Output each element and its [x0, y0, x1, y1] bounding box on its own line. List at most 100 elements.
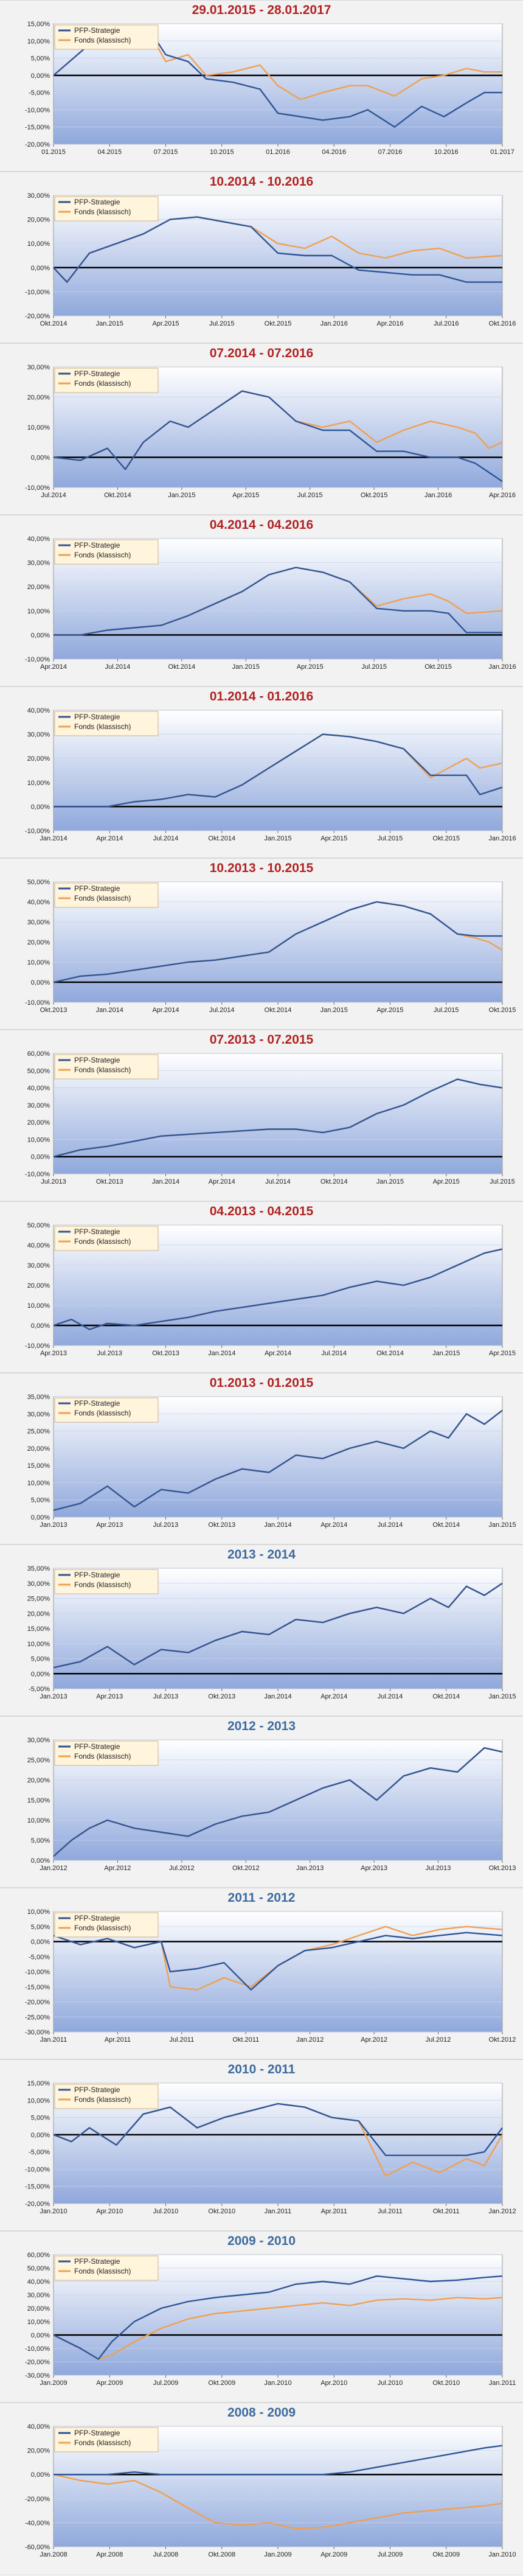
x-tick-label: Okt.2015 — [424, 663, 452, 671]
x-tick-label: Apr.2013 — [96, 1521, 123, 1529]
legend-box — [54, 2255, 159, 2281]
x-tick-label: Jan.2016 — [424, 492, 452, 499]
x-tick-label: Jul.2015 — [361, 663, 387, 671]
line-chart: 10,00% 5,00% 0,00% -5,00% -10,00% -15,00% -20,… — [25, 1909, 516, 2044]
legend-label: PFP-Strategie — [74, 2429, 120, 2437]
x-tick-label: Okt.2016 — [489, 320, 516, 327]
x-tick-label: Jan.2015 — [232, 663, 260, 671]
x-tick-label: Jan.2015 — [488, 1693, 516, 1700]
y-tick-label: -10,00% — [25, 288, 50, 296]
y-tick-label: 10,00% — [27, 2319, 50, 2326]
x-tick-label: Jul.2008 — [153, 2551, 179, 2558]
legend-label: PFP-Strategie — [74, 1914, 120, 1922]
legend-label: Fonds (klassisch) — [74, 1237, 131, 1246]
y-tick-label: 50,00% — [27, 1067, 50, 1075]
y-tick-label: -20,00% — [25, 2201, 50, 2208]
y-tick-label: 0,00% — [31, 1939, 50, 1946]
legend-label: Fonds (klassisch) — [74, 2267, 131, 2275]
chart-panel: 10.2014 - 10.2016 30,00% 20,00% 10,00% 0,00%… — [0, 172, 523, 343]
y-tick-label: 30,00% — [27, 919, 50, 926]
legend-label: Fonds (klassisch) — [74, 2095, 131, 2104]
x-tick-label: Jan.2010 — [264, 2379, 291, 2387]
x-tick-label: Jul.2014 — [378, 1521, 403, 1529]
legend-box — [54, 1912, 159, 1938]
x-tick-label: Apr.2010 — [320, 2379, 347, 2387]
y-tick-label: 40,00% — [27, 708, 50, 714]
x-tick-label: Jul.2016 — [434, 320, 459, 327]
y-tick-label: -25,00% — [25, 2014, 50, 2021]
y-tick-label: 0,00% — [31, 1857, 50, 1865]
chart-title: 01.2014 - 01.2016 — [209, 689, 314, 703]
legend-box — [54, 882, 159, 908]
y-tick-label: 10,00% — [27, 2097, 50, 2104]
y-tick-label: -5,00% — [29, 1953, 50, 1961]
y-tick-label: 15,00% — [27, 2081, 50, 2087]
legend-label: Fonds (klassisch) — [74, 208, 131, 216]
chart-panel: 04.2013 - 04.2015 50,00% 40,00% 30,00% 20,00… — [0, 1201, 523, 1373]
y-tick-label: 0,00% — [31, 1154, 50, 1161]
x-tick-label: Apr.2014 — [320, 1521, 347, 1529]
legend-box — [54, 1740, 159, 1766]
series-line-pfp-strategie — [53, 1409, 503, 1511]
x-tick-label: Okt.2009 — [432, 2551, 460, 2558]
y-tick-label: -20,00% — [25, 2496, 50, 2503]
x-tick-label: Jan.2014 — [96, 1007, 123, 1014]
x-tick-label: Jan.2009 — [40, 2379, 67, 2387]
y-tick-label: 40,00% — [27, 1085, 50, 1092]
x-tick-label: Okt.2013 — [40, 1007, 68, 1014]
chart-title: 2008 - 2009 — [227, 2406, 296, 2420]
x-tick-label: Apr.2016 — [489, 492, 516, 499]
x-tick-label: 07.2015 — [154, 148, 178, 156]
series-line-pfp-strategie — [53, 901, 502, 983]
x-tick-label: Apr.2012 — [104, 1865, 131, 1872]
x-tick-label: Jul.2013 — [153, 1693, 179, 1700]
y-tick-label: 30,00% — [27, 2292, 50, 2299]
x-tick-label: Okt.2012 — [232, 1865, 260, 1872]
x-tick-label: Apr.2013 — [96, 1693, 123, 1700]
x-tick-label: Apr.2015 — [297, 663, 324, 671]
legend-label: PFP-Strategie — [74, 1399, 120, 1408]
x-tick-label: Apr.2014 — [320, 1693, 347, 1700]
x-tick-label: 01.2017 — [490, 148, 514, 156]
y-tick-label: 20,00% — [27, 1777, 50, 1784]
y-tick-label: 0,00% — [31, 803, 50, 811]
y-tick-label: 5,00% — [31, 1497, 50, 1504]
legend-label: PFP-Strategie — [74, 2257, 120, 2266]
legend-label: PFP-Strategie — [74, 2086, 120, 2094]
legend-label: PFP-Strategie — [74, 884, 120, 893]
x-tick-label: Apr.2014 — [40, 663, 67, 671]
y-tick-label: 30,00% — [27, 365, 50, 371]
y-tick-label: 10,00% — [27, 608, 50, 615]
x-tick-label: Okt.2014 — [168, 663, 196, 671]
series-line-pfp-strategie — [54, 567, 502, 636]
legend-box — [54, 1397, 159, 1423]
x-tick-label: Jan.2016 — [488, 663, 516, 671]
x-tick-label: Apr.2009 — [96, 2379, 123, 2387]
line-chart: 50,00% 40,00% 30,00% 20,00% 10,00% 0,00% -10,0… — [25, 1223, 516, 1357]
x-tick-label: Jan.2011 — [489, 2379, 516, 2387]
legend-label: Fonds (klassisch) — [74, 379, 131, 388]
x-tick-label: Apr.2012 — [361, 2036, 387, 2044]
y-tick-label: 5,00% — [31, 1837, 50, 1845]
y-tick-label: 30,00% — [27, 1411, 50, 1418]
y-tick-label: 10,00% — [27, 1302, 50, 1310]
x-tick-label: Okt.2012 — [489, 2036, 516, 2044]
y-tick-label: -20,00% — [25, 313, 50, 320]
y-tick-label: 40,00% — [27, 2424, 50, 2431]
x-tick-label: Jul.2015 — [378, 835, 403, 842]
y-tick-label: 25,00% — [27, 1428, 50, 1436]
y-tick-label: 20,00% — [27, 1445, 50, 1453]
y-tick-label: 5,00% — [31, 2115, 50, 2122]
series-line-pfp-strategie — [53, 1932, 503, 1991]
legend-label: Fonds (klassisch) — [74, 36, 131, 44]
y-tick-label: -10,00% — [25, 656, 50, 663]
x-tick-label: Apr.2015 — [152, 320, 179, 327]
legend-box — [54, 2084, 159, 2109]
y-tick-label: -5,00% — [29, 89, 50, 97]
x-tick-label: Jan.2015 — [264, 835, 291, 842]
legend-box — [54, 539, 159, 565]
y-tick-label: 60,00% — [27, 1051, 50, 1058]
x-tick-label: Jan.2014 — [152, 1178, 179, 1185]
y-tick-label: 10,00% — [27, 1817, 50, 1824]
chart-title: 2012 - 2013 — [227, 1719, 296, 1733]
